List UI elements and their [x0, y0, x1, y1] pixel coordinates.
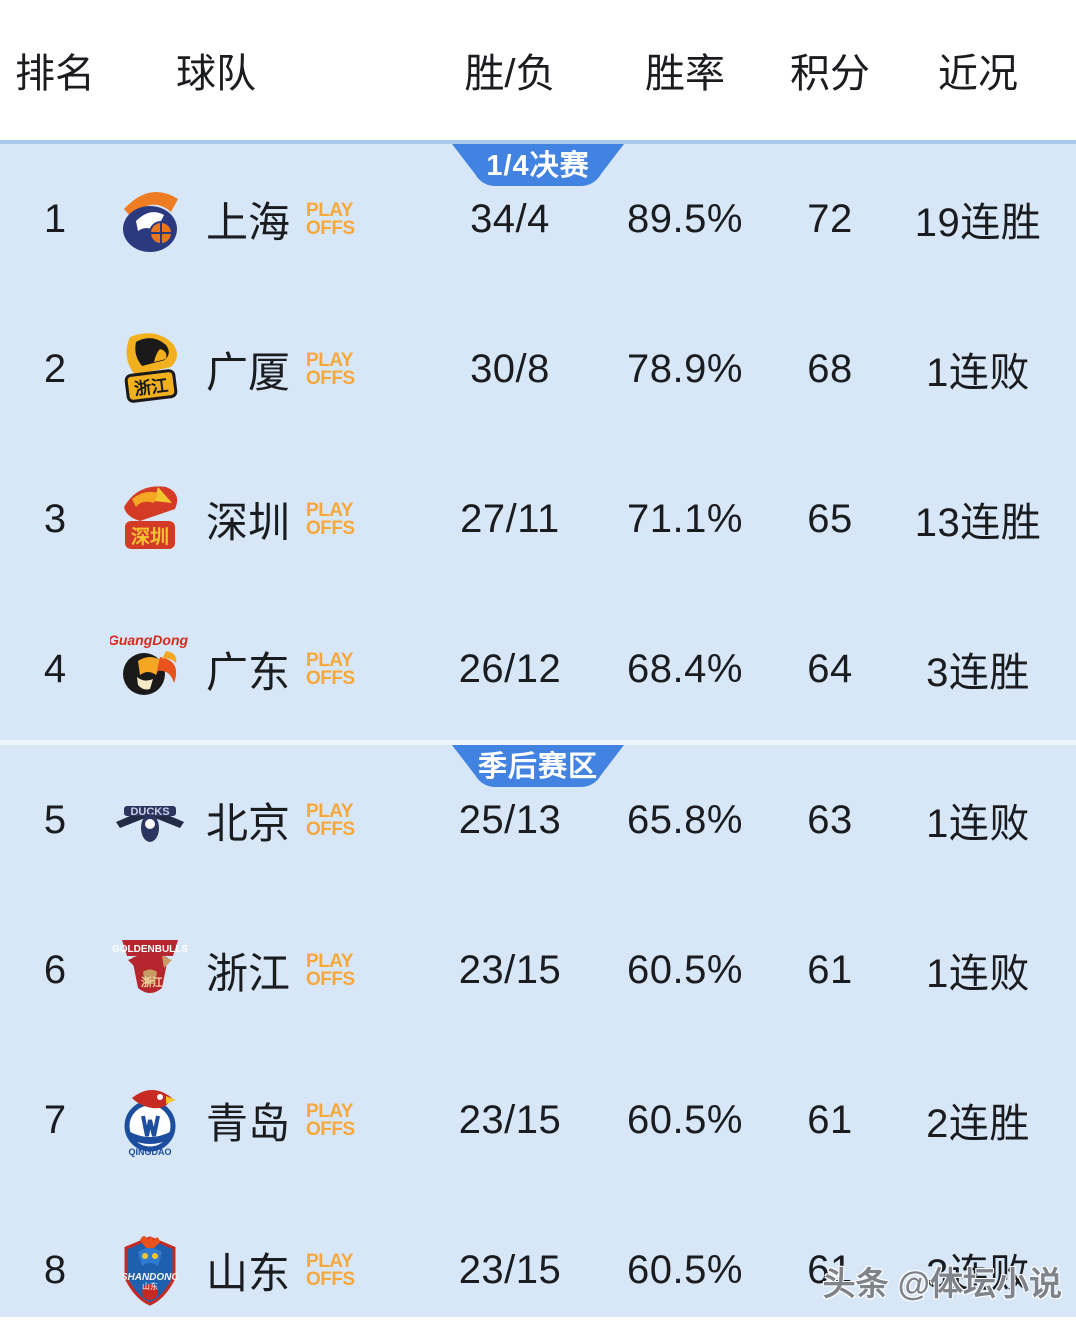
win-rate-value: 78.9% — [627, 346, 743, 391]
table-header: 排名 球队 胜/负 胜率 积分 近况 — [0, 0, 1076, 140]
svg-text:浙江: 浙江 — [141, 975, 163, 989]
table-row[interactable]: 8 SHANDONG 山东 山东 PLAY — [0, 1195, 1076, 1321]
team-logo-shandong-icon: SHANDONG 山东 — [110, 1228, 190, 1312]
team-name: 广东 — [206, 648, 291, 696]
team-logo-zhejiang-goldenbulls-icon: GOLDENBULLS 浙江 — [110, 928, 190, 1012]
win-rate-value: 60.5% — [627, 1097, 743, 1142]
win-rate-value: 65.8% — [627, 797, 743, 842]
win-loss-value: 23/15 — [458, 1247, 562, 1292]
team-name: 广厦 — [206, 348, 291, 396]
points-value: 64 — [807, 646, 853, 691]
header-win-loss: 胜/负 — [464, 52, 556, 96]
rank-value: 6 — [43, 947, 67, 992]
points-value: 68 — [807, 346, 853, 391]
svg-text:DUCKS: DUCKS — [130, 806, 169, 818]
rank-value: 3 — [43, 496, 67, 541]
recent-form-value: 2连胜 — [926, 1102, 1030, 1146]
svg-text:QINGDAO: QINGDAO — [128, 1147, 171, 1157]
playoffs-tag: PLAY OFFS — [306, 649, 355, 689]
win-loss-value: 25/13 — [458, 797, 562, 842]
rank-value: 5 — [43, 797, 67, 842]
svg-text:GOLDENBULLS: GOLDENBULLS — [112, 944, 188, 955]
points-value: 72 — [807, 196, 853, 241]
header-points: 积分 — [790, 52, 870, 96]
section-badge-playoff-zone: 季后赛区 — [452, 745, 624, 787]
team-logo-qingdao-eagles-icon: QINGDAO — [110, 1078, 190, 1162]
svg-text:山东: 山东 — [142, 1281, 158, 1291]
table-row[interactable]: 6 GOLDENBULLS 浙江 浙江 PLAY OF — [0, 895, 1076, 1045]
team-logo-guangdong-tigers-icon: GuangDong — [110, 627, 190, 711]
badge-ribbon-shape — [452, 745, 624, 787]
rank-value: 2 — [43, 346, 67, 391]
svg-text:SHANDONG: SHANDONG — [121, 1272, 180, 1283]
badge-ribbon-shape — [452, 144, 624, 186]
section-quarterfinals: 1/4决赛 1 上海 PLAY OFFS — [0, 140, 1076, 740]
win-rate-value: 68.4% — [627, 646, 743, 691]
svg-text:GuangDong: GuangDong — [110, 632, 188, 648]
rank-value: 4 — [43, 646, 67, 691]
team-name: 青岛 — [206, 1099, 291, 1147]
rank-value: 1 — [43, 196, 67, 241]
rank-value: 8 — [43, 1247, 67, 1292]
team-name: 上海 — [206, 198, 291, 246]
points-value: 61 — [807, 1247, 853, 1292]
win-rate-value: 71.1% — [627, 496, 743, 541]
team-logo-beijing-ducks-icon: DUCKS — [110, 778, 190, 862]
playoffs-tag: PLAY OFFS — [306, 1250, 355, 1290]
recent-form-value: 1连败 — [926, 802, 1030, 846]
table-row[interactable]: 7 QINGDAO 青岛 PLAY OFFS — [0, 1045, 1076, 1195]
badge-label: 季后赛区 — [477, 750, 598, 783]
recent-form-value: 1连败 — [926, 351, 1030, 395]
recent-form-value: 19连胜 — [914, 201, 1042, 245]
playoffs-tag: PLAY OFFS — [306, 1100, 355, 1140]
points-value: 65 — [807, 496, 853, 541]
section-playoff-zone: 季后赛区 5 DUCKS 北京 PLAY — [0, 740, 1076, 1317]
win-loss-value: 30/8 — [470, 346, 550, 391]
team-name: 深圳 — [206, 498, 291, 546]
win-loss-value: 23/15 — [458, 1097, 562, 1142]
table-row[interactable]: 5 DUCKS 北京 PLAY OFFS — [0, 745, 1076, 895]
recent-form-value: 3连胜 — [926, 651, 1030, 695]
team-logo-shanghai-sharks-icon — [110, 177, 190, 261]
header-win-rate: 胜率 — [645, 52, 725, 96]
playoffs-tag: PLAY OFFS — [306, 950, 355, 990]
win-rate-value: 60.5% — [627, 1247, 743, 1292]
win-loss-value: 23/15 — [458, 947, 562, 992]
win-loss-value: 26/12 — [458, 646, 562, 691]
table-row[interactable]: 1 上海 PLAY OFFS 34/4 89. — [0, 144, 1076, 294]
svg-text:浙江: 浙江 — [133, 375, 169, 399]
playoffs-tag: PLAY OFFS — [306, 349, 355, 389]
team-logo-shenzhen-leopards-icon: 深圳 — [110, 477, 190, 561]
svg-text:深圳: 深圳 — [131, 525, 169, 548]
team-name: 山东 — [206, 1249, 291, 1297]
win-loss-value: 27/11 — [460, 496, 560, 541]
header-recent-form: 近况 — [938, 52, 1018, 96]
team-logo-zhejiang-lions-icon: 浙江 — [110, 327, 190, 411]
header-rank: 排名 — [15, 52, 95, 96]
recent-form-value: 1连败 — [926, 952, 1030, 996]
section-badge-quarterfinals: 1/4决赛 — [452, 144, 624, 186]
points-value: 61 — [807, 947, 853, 992]
recent-form-value: 13连胜 — [914, 501, 1042, 545]
win-rate-value: 60.5% — [627, 947, 743, 992]
team-name: 北京 — [206, 799, 291, 847]
playoffs-tag: PLAY OFFS — [306, 499, 355, 539]
recent-form-value: 3连败 — [926, 1252, 1030, 1296]
header-team: 球队 — [176, 52, 256, 96]
team-name: 浙江 — [206, 949, 291, 997]
playoffs-tag: PLAY OFFS — [306, 800, 355, 840]
win-rate-value: 89.5% — [627, 196, 743, 241]
watermark: 头条 @体坛小说 — [822, 1265, 1062, 1302]
win-loss-value: 34/4 — [470, 196, 550, 241]
table-row[interactable]: 3 深圳 深圳 PLAY OFFS 27/11 — [0, 444, 1076, 594]
table-row[interactable]: 4 GuangDong 广东 PLAY OFFS — [0, 594, 1076, 744]
table-row[interactable]: 2 浙江 广厦 PLAY OFFS 30/8 7 — [0, 294, 1076, 444]
points-value: 61 — [807, 1097, 853, 1142]
badge-label: 1/4决赛 — [486, 149, 590, 182]
playoffs-tag: PLAY OFFS — [306, 199, 355, 239]
rank-value: 7 — [43, 1097, 67, 1142]
points-value: 63 — [807, 797, 853, 842]
